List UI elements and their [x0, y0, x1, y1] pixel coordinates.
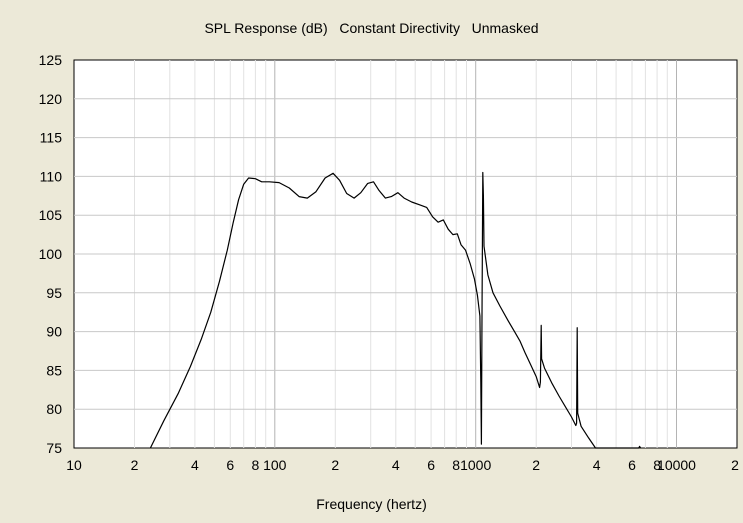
x-tick-label: 4: [392, 457, 400, 473]
x-tick-label: 2: [131, 457, 139, 473]
x-tick-label: 10000: [657, 457, 696, 473]
y-tick-label: 105: [39, 207, 63, 223]
x-tick-label: 4: [191, 457, 199, 473]
y-tick-label: 80: [46, 401, 62, 417]
chart-title: SPL Response (dB) Constant Directivity U…: [204, 20, 539, 36]
y-tick-label: 120: [39, 91, 63, 107]
x-tick-label: 10: [66, 457, 82, 473]
x-tick-label: 2: [731, 457, 739, 473]
x-tick-label: 8: [653, 457, 661, 473]
x-tick-label: 2: [331, 457, 339, 473]
x-tick-label: 6: [226, 457, 234, 473]
y-tick-label: 85: [46, 362, 62, 378]
y-tick-label: 125: [39, 52, 63, 68]
x-tick-label: 8: [452, 457, 460, 473]
y-tick-label: 75: [46, 440, 62, 456]
x-tick-label: 2: [532, 457, 540, 473]
y-tick-label: 115: [40, 130, 63, 146]
spl-series-line: [149, 171, 642, 449]
x-axis-label: Frequency (hertz): [316, 496, 427, 512]
y-tick-label: 100: [39, 246, 63, 262]
x-tick-label: 6: [427, 457, 435, 473]
x-tick-label: 100: [263, 457, 287, 473]
x-tick-label: 8: [252, 457, 260, 473]
x-tick-label: 6: [628, 457, 636, 473]
x-tick-label: 4: [593, 457, 601, 473]
x-tick-label: 1000: [460, 457, 491, 473]
y-tick-label: 110: [40, 168, 63, 184]
y-tick-label: 95: [46, 285, 62, 301]
y-tick-label: 90: [46, 324, 62, 340]
